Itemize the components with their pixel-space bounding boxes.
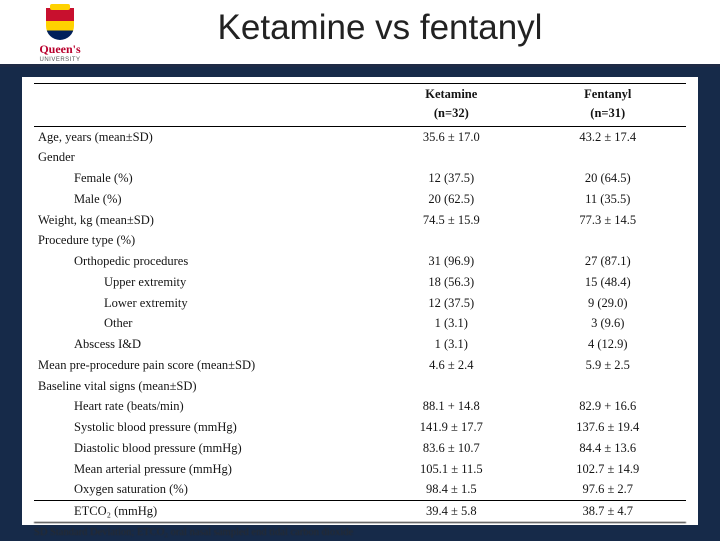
table-row: ETCO₂ (mmHg)39.4 ± 5.838.7 ± 4.7 bbox=[34, 501, 686, 522]
row-ketamine-value: 31 (96.9) bbox=[373, 251, 529, 272]
row-ketamine-value: 98.4 ± 1.5 bbox=[373, 479, 529, 500]
row-ketamine-value bbox=[373, 376, 529, 397]
row-fentanyl-value bbox=[530, 376, 686, 397]
slide-title: Ketamine vs fentanyl bbox=[100, 8, 700, 48]
slide-body: Ketamine (n=32) Fentanyl (n=31) Age, yea… bbox=[0, 67, 720, 541]
row-label: Mean arterial pressure (mmHg) bbox=[34, 459, 373, 480]
row-label: Procedure type (%) bbox=[34, 230, 373, 251]
row-fentanyl-value: 20 (64.5) bbox=[530, 168, 686, 189]
table-row: Weight, kg (mean±SD)74.5 ± 15.977.3 ± 14… bbox=[34, 210, 686, 231]
table-row: Mean arterial pressure (mmHg)105.1 ± 11.… bbox=[34, 459, 686, 480]
row-ketamine-value: 88.1 + 14.8 bbox=[373, 396, 529, 417]
row-label: Diastolic blood pressure (mmHg) bbox=[34, 438, 373, 459]
col-header-blank bbox=[34, 84, 373, 127]
row-fentanyl-value: 27 (87.1) bbox=[530, 251, 686, 272]
row-ketamine-value: 12 (37.5) bbox=[373, 293, 529, 314]
row-label: Upper extremity bbox=[34, 272, 373, 293]
row-ketamine-value: 39.4 ± 5.8 bbox=[373, 501, 529, 522]
row-label: Mean pre-procedure pain score (mean±SD) bbox=[34, 355, 373, 376]
table-row: Upper extremity18 (56.3)15 (48.4) bbox=[34, 272, 686, 293]
table-body: Age, years (mean±SD)35.6 ± 17.043.2 ± 17… bbox=[34, 126, 686, 522]
logo-subtext: UNIVERSITY bbox=[39, 57, 80, 63]
row-label: Gender bbox=[34, 147, 373, 168]
row-fentanyl-value: 82.9 + 16.6 bbox=[530, 396, 686, 417]
row-ketamine-value: 20 (62.5) bbox=[373, 189, 529, 210]
table-row: Mean pre-procedure pain score (mean±SD)4… bbox=[34, 355, 686, 376]
row-fentanyl-value: 77.3 ± 14.5 bbox=[530, 210, 686, 231]
row-fentanyl-value: 84.4 ± 13.6 bbox=[530, 438, 686, 459]
row-ketamine-value: 141.9 ± 17.7 bbox=[373, 417, 529, 438]
row-ketamine-value: 35.6 ± 17.0 bbox=[373, 126, 529, 147]
row-fentanyl-value: 9 (29.0) bbox=[530, 293, 686, 314]
row-label: Age, years (mean±SD) bbox=[34, 126, 373, 147]
table-row: Abscess I&D1 (3.1)4 (12.9) bbox=[34, 334, 686, 355]
table-row: Female (%)12 (37.5)20 (64.5) bbox=[34, 168, 686, 189]
table-row: Age, years (mean±SD)35.6 ± 17.043.2 ± 17… bbox=[34, 126, 686, 147]
queens-crest-icon bbox=[46, 8, 74, 40]
queens-logo: Queen's UNIVERSITY bbox=[20, 8, 100, 63]
col-header-fentanyl: Fentanyl (n=31) bbox=[530, 84, 686, 127]
logo-name: Queen's bbox=[39, 42, 80, 57]
row-fentanyl-value: 38.7 ± 4.7 bbox=[530, 501, 686, 522]
table-row: Baseline vital signs (mean±SD) bbox=[34, 376, 686, 397]
row-fentanyl-value: 11 (35.5) bbox=[530, 189, 686, 210]
table-row: Other1 (3.1)3 (9.6) bbox=[34, 313, 686, 334]
slide-header: Queen's UNIVERSITY Ketamine vs fentanyl bbox=[0, 0, 720, 64]
row-fentanyl-value: 4 (12.9) bbox=[530, 334, 686, 355]
row-label: Weight, kg (mean±SD) bbox=[34, 210, 373, 231]
row-fentanyl-value: 3 (9.6) bbox=[530, 313, 686, 334]
row-label: Heart rate (beats/min) bbox=[34, 396, 373, 417]
table-head: Ketamine (n=32) Fentanyl (n=31) bbox=[34, 84, 686, 127]
row-fentanyl-value: 137.6 ± 19.4 bbox=[530, 417, 686, 438]
row-label: Baseline vital signs (mean±SD) bbox=[34, 376, 373, 397]
row-label: Abscess I&D bbox=[34, 334, 373, 355]
col-header-ketamine: Ketamine (n=32) bbox=[373, 84, 529, 127]
row-label: Lower extremity bbox=[34, 293, 373, 314]
table-row: Orthopedic procedures31 (96.9)27 (87.1) bbox=[34, 251, 686, 272]
table-row: Heart rate (beats/min)88.1 + 14.882.9 + … bbox=[34, 396, 686, 417]
table-row: Systolic blood pressure (mmHg)141.9 ± 17… bbox=[34, 417, 686, 438]
row-fentanyl-value: 5.9 ± 2.5 bbox=[530, 355, 686, 376]
table-row: Oxygen saturation (%)98.4 ± 1.597.6 ± 2.… bbox=[34, 479, 686, 500]
row-label: ETCO₂ (mmHg) bbox=[34, 501, 373, 522]
table-panel: Ketamine (n=32) Fentanyl (n=31) Age, yea… bbox=[22, 77, 698, 525]
table-row: Male (%)20 (62.5)11 (35.5) bbox=[34, 189, 686, 210]
row-fentanyl-value: 43.2 ± 17.4 bbox=[530, 126, 686, 147]
row-label: Female (%) bbox=[34, 168, 373, 189]
row-label: Male (%) bbox=[34, 189, 373, 210]
table-footnote: SD Standard Deviation; ETCO₂ oral nasal … bbox=[34, 522, 686, 541]
row-ketamine-value: 105.1 ± 11.5 bbox=[373, 459, 529, 480]
row-ketamine-value: 4.6 ± 2.4 bbox=[373, 355, 529, 376]
row-fentanyl-value: 97.6 ± 2.7 bbox=[530, 479, 686, 500]
row-ketamine-value: 83.6 ± 10.7 bbox=[373, 438, 529, 459]
row-ketamine-value: 1 (3.1) bbox=[373, 313, 529, 334]
row-fentanyl-value: 15 (48.4) bbox=[530, 272, 686, 293]
row-label: Other bbox=[34, 313, 373, 334]
row-ketamine-value: 1 (3.1) bbox=[373, 334, 529, 355]
row-label: Oxygen saturation (%) bbox=[34, 479, 373, 500]
row-ketamine-value bbox=[373, 147, 529, 168]
row-ketamine-value: 18 (56.3) bbox=[373, 272, 529, 293]
table-row: Lower extremity12 (37.5)9 (29.0) bbox=[34, 293, 686, 314]
row-ketamine-value bbox=[373, 230, 529, 251]
row-fentanyl-value: 102.7 ± 14.9 bbox=[530, 459, 686, 480]
row-label: Systolic blood pressure (mmHg) bbox=[34, 417, 373, 438]
table-row: Gender bbox=[34, 147, 686, 168]
row-label: Orthopedic procedures bbox=[34, 251, 373, 272]
row-fentanyl-value bbox=[530, 147, 686, 168]
row-ketamine-value: 74.5 ± 15.9 bbox=[373, 210, 529, 231]
baseline-characteristics-table: Ketamine (n=32) Fentanyl (n=31) Age, yea… bbox=[34, 83, 686, 522]
table-row: Procedure type (%) bbox=[34, 230, 686, 251]
row-ketamine-value: 12 (37.5) bbox=[373, 168, 529, 189]
table-row: Diastolic blood pressure (mmHg)83.6 ± 10… bbox=[34, 438, 686, 459]
row-fentanyl-value bbox=[530, 230, 686, 251]
